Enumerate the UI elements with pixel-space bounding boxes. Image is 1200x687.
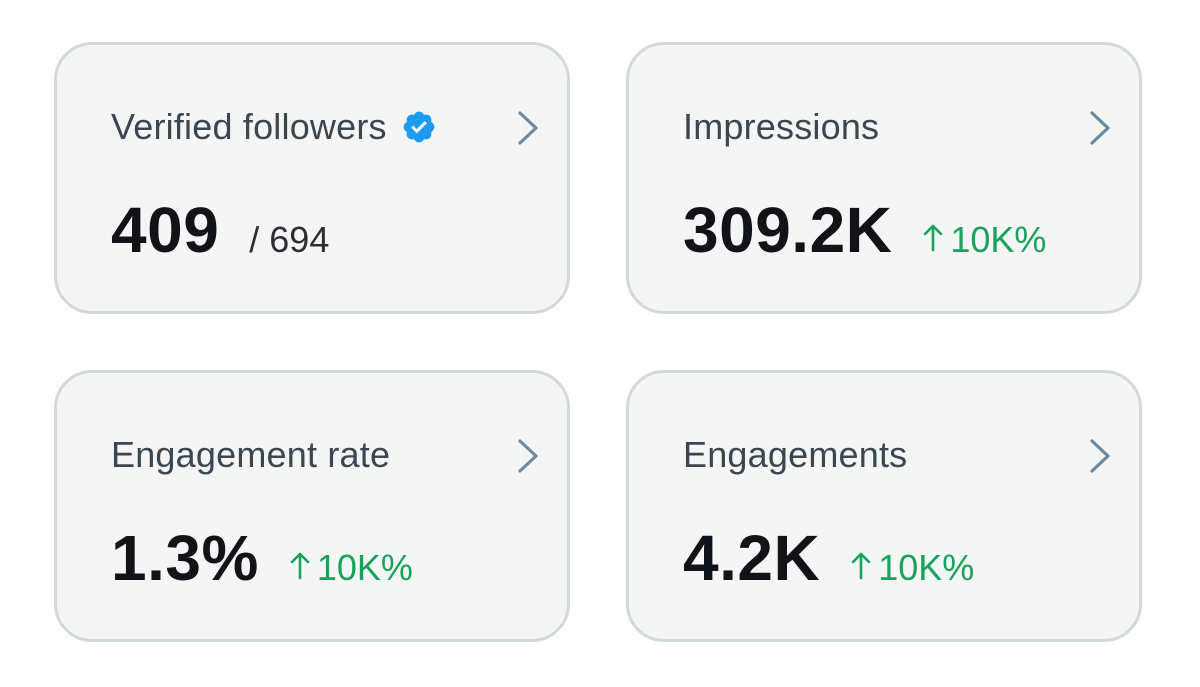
card-header: Engagements xyxy=(683,431,907,479)
verified-badge-icon xyxy=(403,111,435,143)
metric-delta: 10K% xyxy=(850,547,974,589)
metric-delta: 10K% xyxy=(289,547,413,589)
arrow-up-icon xyxy=(924,224,943,252)
metric-value: 1.3% xyxy=(111,522,259,594)
impressions-card[interactable]: Impressions 309.2K 10K% xyxy=(626,42,1142,314)
card-label: Engagement rate xyxy=(111,434,391,475)
arrow-up-icon xyxy=(290,552,310,580)
card-header: Engagement rate xyxy=(111,431,390,479)
chevron-right-icon[interactable] xyxy=(1087,437,1113,475)
metric-value-row: 309.2K 10K% xyxy=(683,193,1046,273)
card-header: Impressions xyxy=(683,103,879,151)
metric-value-row: 4.2K 10K% xyxy=(683,521,974,601)
metric-value: 409 xyxy=(111,194,220,266)
card-label: Engagements xyxy=(683,434,908,475)
verified-followers-card[interactable]: Verified followers 409 / 694 xyxy=(54,42,570,314)
engagement-rate-card[interactable]: Engagement rate 1.3% 10K% xyxy=(54,370,570,642)
metric-value-row: 409 / 694 xyxy=(111,193,329,273)
chevron-right-icon[interactable] xyxy=(515,109,541,147)
metric-value: 309.2K xyxy=(683,194,893,266)
chevron-right-icon[interactable] xyxy=(1087,109,1113,147)
metric-value-row: 1.3% 10K% xyxy=(111,521,413,601)
metric-delta-value: 10K% xyxy=(316,547,413,588)
engagements-card[interactable]: Engagements 4.2K 10K% xyxy=(626,370,1142,642)
metric-total: / 694 xyxy=(249,219,330,260)
chevron-right-icon[interactable] xyxy=(515,437,541,475)
metric-value: 4.2K xyxy=(683,522,821,594)
metric-delta: 10K% xyxy=(922,219,1046,261)
card-label: Impressions xyxy=(683,106,880,147)
card-label: Verified followers xyxy=(111,106,387,147)
card-header: Verified followers xyxy=(111,103,437,151)
metric-delta-value: 10K% xyxy=(878,547,975,588)
metric-delta-value: 10K% xyxy=(950,219,1047,260)
arrow-up-icon xyxy=(851,552,871,580)
